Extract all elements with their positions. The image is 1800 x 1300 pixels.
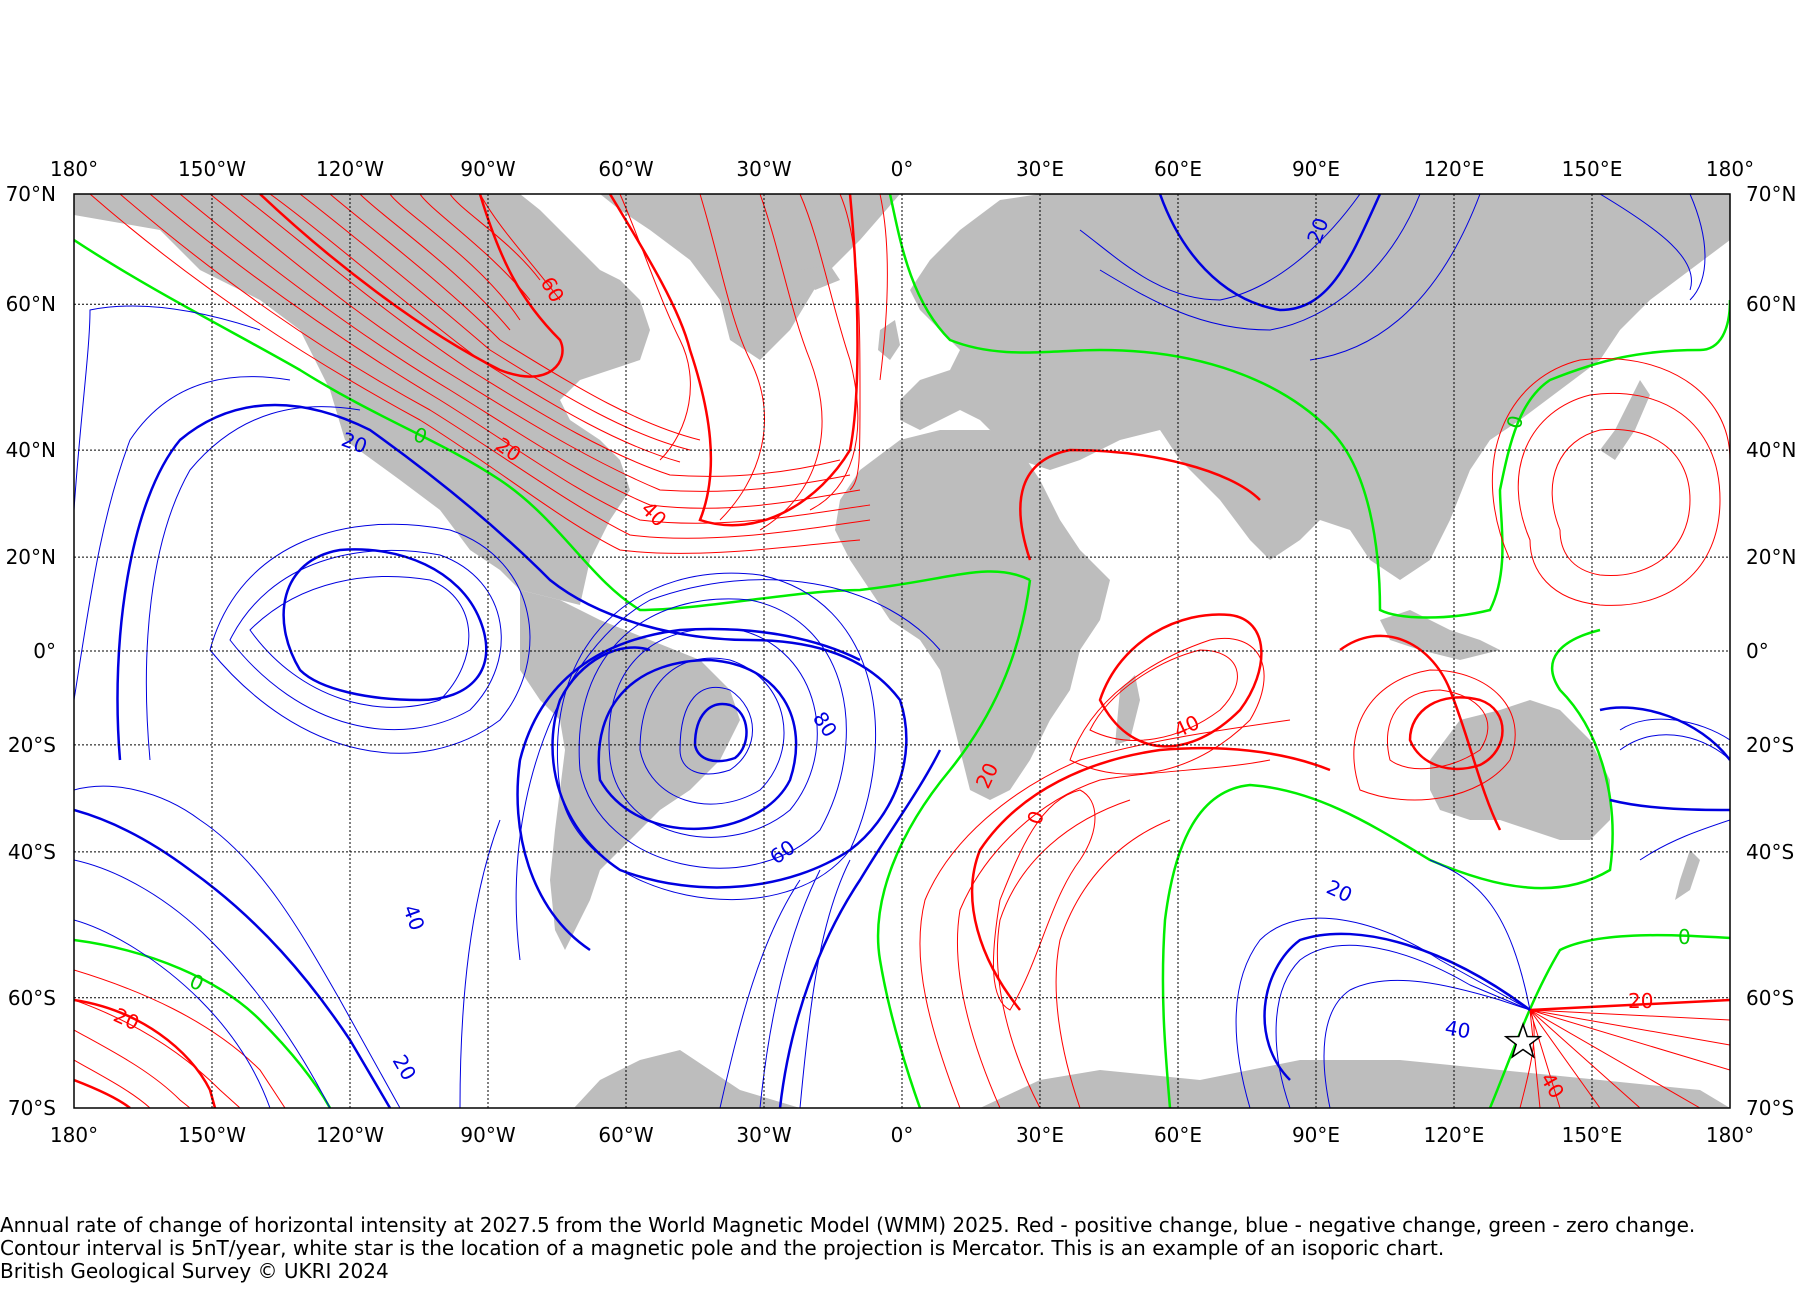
bottom-longitude-label: 120°E: [1424, 1123, 1485, 1147]
right-latitude-label: 60°S: [1746, 986, 1794, 1010]
right-latitude-label: 0°: [1746, 639, 1769, 663]
map-frame: [73, 193, 1731, 1109]
top-longitude-label: 90°W: [460, 157, 515, 181]
top-longitude-label: 150°W: [178, 157, 246, 181]
right-latitude-label: 70°N: [1746, 182, 1796, 206]
left-latitude-label: 60°S: [8, 986, 56, 1010]
right-latitude-label: 70°S: [1746, 1096, 1794, 1120]
positive-contours: [74, 194, 1730, 1108]
bottom-longitude-label: 90°W: [460, 1123, 515, 1147]
land-indonesia: [1380, 610, 1500, 660]
left-latitude-label: 0°: [33, 639, 56, 663]
contour-zero-africa: [876, 579, 1032, 1108]
left-latitude-label: 70°N: [6, 182, 56, 206]
bottom-longitude-label: 30°W: [736, 1123, 791, 1147]
contour-lines: [74, 194, 1730, 1108]
land-north-america: [74, 194, 650, 605]
land-new-zealand: [1675, 850, 1700, 900]
contour-zero-north: [74, 238, 1031, 612]
contour-zero-south-indian: [1161, 628, 1614, 1108]
land-greenland: [600, 194, 900, 360]
left-latitude-label: 40°S: [8, 840, 56, 864]
top-longitude-label: 180°: [1706, 157, 1754, 181]
right-latitude-label: 20°S: [1746, 733, 1794, 757]
land-iceland: [800, 265, 840, 290]
graticule: [74, 194, 1730, 1108]
tick-labels: 180° 180° 150°W 150°W 120°W 120°W 90°W 90°W 60°W…: [6, 157, 1797, 1147]
top-longitude-label: 180°: [50, 157, 98, 181]
land-masses: [74, 194, 1730, 1108]
contour-zero-eurasia: [888, 194, 1730, 619]
contour-zero-southeast: [1488, 933, 1730, 1108]
right-latitude-label: 40°S: [1746, 840, 1794, 864]
right-latitude-label: 60°N: [1746, 292, 1796, 316]
left-latitude-label: 40°N: [6, 438, 56, 462]
top-longitude-label: 0°: [891, 157, 914, 181]
left-latitude-label: 60°N: [6, 292, 56, 316]
top-longitude-label: 90°E: [1292, 157, 1340, 181]
negative-contours: [74, 194, 1730, 1108]
right-latitude-label: 40°N: [1746, 438, 1796, 462]
top-longitude-label: 150°E: [1562, 157, 1623, 181]
land-africa: [835, 430, 1110, 800]
negative-major-contours: [74, 194, 1730, 1108]
bottom-longitude-label: 120°W: [316, 1123, 384, 1147]
top-longitude-label: 30°E: [1016, 157, 1064, 181]
top-longitude-label: 120°W: [316, 157, 384, 181]
contour-zero-southwest: [74, 938, 332, 1108]
land-eurasia: [900, 194, 1730, 580]
right-latitude-label: 20°N: [1746, 545, 1796, 569]
top-longitude-label: 60°E: [1154, 157, 1202, 181]
contour-label: 40: [1443, 1015, 1472, 1043]
land-antarctica: [574, 1050, 1730, 1108]
top-longitude-label: 30°W: [736, 157, 791, 181]
bottom-longitude-label: 180°: [50, 1123, 98, 1147]
bottom-longitude-label: 60°E: [1154, 1123, 1202, 1147]
land-australia: [1430, 700, 1610, 840]
left-latitude-label: 70°S: [8, 1096, 56, 1120]
bottom-longitude-label: 30°E: [1016, 1123, 1064, 1147]
left-latitude-label: 20°S: [8, 733, 56, 757]
magnetic-pole-star-icon: [1503, 1022, 1543, 1059]
top-longitude-label: 120°E: [1424, 157, 1485, 181]
caption-line-3: British Geological Survey © UKRI 2024: [0, 1259, 389, 1283]
bottom-longitude-label: 60°W: [598, 1123, 653, 1147]
contour-label: 20: [1628, 989, 1653, 1013]
land-japan: [1600, 380, 1650, 460]
contour-label: 0: [1678, 925, 1691, 949]
bottom-longitude-label: 0°: [891, 1123, 914, 1147]
positive-major-contours: [74, 194, 1730, 1108]
top-longitude-label: 60°W: [598, 157, 653, 181]
bottom-longitude-label: 180°: [1706, 1123, 1754, 1147]
land-south-america: [520, 590, 740, 950]
caption-line-1: Annual rate of change of horizontal inte…: [0, 1213, 1696, 1237]
bottom-longitude-label: 90°E: [1292, 1123, 1340, 1147]
bottom-longitude-label: 150°W: [178, 1123, 246, 1147]
bottom-longitude-label: 150°E: [1562, 1123, 1623, 1147]
left-latitude-label: 20°N: [6, 545, 56, 569]
caption-line-2: Contour interval is 5nT/year, white star…: [0, 1236, 1445, 1260]
map-caption: Annual rate of change of horizontal inte…: [0, 1214, 1800, 1283]
contour-label: 0: [1502, 413, 1528, 432]
